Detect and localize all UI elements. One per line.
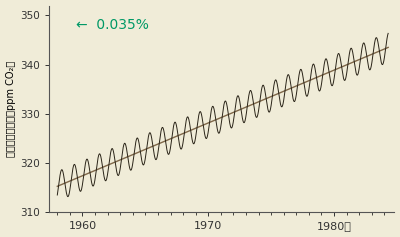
Y-axis label: 二酸化炭素濃度（ppm CO₂）: 二酸化炭素濃度（ppm CO₂） [6,61,16,157]
Text: ←  0.035%: ← 0.035% [76,18,149,32]
